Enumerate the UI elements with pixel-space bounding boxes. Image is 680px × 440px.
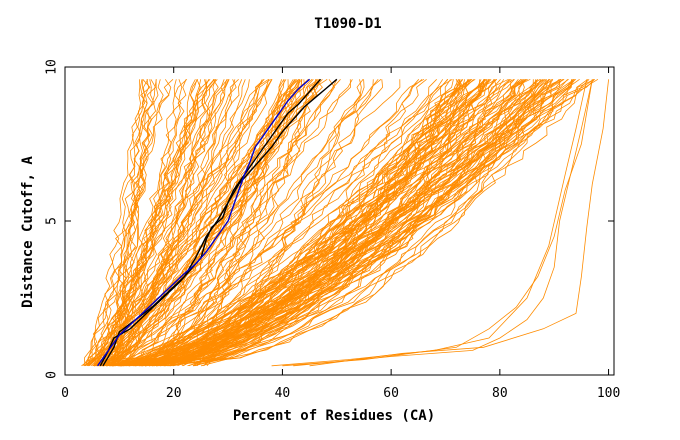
orange-model-curve bbox=[109, 79, 303, 367]
orange-model-curve bbox=[111, 78, 528, 367]
y-tick-label: 10 bbox=[45, 59, 60, 75]
orange-model-curve bbox=[114, 79, 374, 367]
chart-title: T1090-D1 bbox=[314, 16, 381, 32]
orange-model-curve bbox=[177, 79, 449, 367]
orange-model-curve bbox=[271, 79, 588, 367]
orange-model-curve bbox=[96, 79, 228, 367]
orange-model-curve bbox=[155, 79, 302, 367]
x-tick-label: 0 bbox=[61, 386, 69, 401]
orange-model-curve bbox=[194, 79, 451, 367]
orange-model-curve bbox=[116, 78, 271, 367]
orange-model-curve bbox=[103, 79, 534, 367]
plot-area bbox=[81, 78, 609, 367]
axes: 0 20 40 60 80 100 0 5 10 bbox=[45, 59, 621, 401]
orange-model-curve bbox=[128, 79, 511, 367]
orange-model-curve bbox=[282, 79, 593, 367]
x-axis-label: Percent of Residues (CA) bbox=[233, 408, 435, 424]
orange-model-curve bbox=[111, 78, 425, 367]
orange-model-curve bbox=[82, 79, 146, 367]
orange-model-curve bbox=[134, 79, 482, 367]
orange-model-curve bbox=[119, 79, 573, 367]
y-tick-label: 5 bbox=[45, 217, 60, 225]
orange-model-curve bbox=[163, 79, 576, 367]
x-tick-label: 100 bbox=[597, 386, 620, 401]
x-tick-label: 60 bbox=[383, 386, 399, 401]
orange-model-curve bbox=[149, 78, 561, 367]
orange-model-curve bbox=[293, 79, 593, 367]
orange-model-curve bbox=[92, 79, 272, 367]
orange-model-curve bbox=[121, 79, 309, 367]
orange-model-curve bbox=[134, 78, 541, 367]
orange-model-curve bbox=[99, 78, 269, 367]
orange-model-curve bbox=[127, 79, 497, 367]
orange-model-curve bbox=[114, 78, 453, 367]
orange-model-curve bbox=[141, 79, 489, 367]
orange-model-curve bbox=[196, 79, 510, 367]
y-tick-label: 0 bbox=[45, 371, 60, 379]
orange-model-curve bbox=[93, 79, 188, 367]
orange-model-curve bbox=[92, 79, 323, 367]
orange-model-curve bbox=[145, 78, 562, 367]
orange-model-curve bbox=[114, 79, 273, 367]
highlight-model-curve-3 bbox=[97, 78, 311, 367]
orange-model-curve bbox=[206, 79, 365, 367]
orange-model-curve bbox=[105, 78, 473, 367]
orange-model-curve bbox=[87, 79, 201, 367]
highlight-model-curve-1 bbox=[99, 78, 322, 367]
orange-model-curve bbox=[101, 79, 313, 367]
orange-model-curve bbox=[102, 78, 522, 367]
orange-model-curve bbox=[108, 79, 157, 366]
orange-model-curve bbox=[172, 79, 536, 367]
orange-model-curve bbox=[121, 78, 427, 367]
orange-model-curve bbox=[102, 79, 215, 366]
orange-model-curve bbox=[101, 79, 512, 367]
orange-model-curve bbox=[187, 78, 526, 367]
orange-model-curve bbox=[131, 79, 320, 367]
orange-model-curve bbox=[87, 79, 202, 367]
orange-model-curve bbox=[126, 79, 563, 367]
orange-model-curve bbox=[144, 79, 474, 367]
orange-model-curve bbox=[117, 78, 497, 367]
orange-model-curve bbox=[100, 79, 187, 367]
x-tick-label: 40 bbox=[275, 386, 291, 401]
orange-model-curve bbox=[169, 79, 420, 367]
orange-model-curve bbox=[96, 79, 265, 367]
orange-model-curve bbox=[90, 79, 164, 367]
orange-model-curve bbox=[87, 79, 230, 367]
highlight-model-curve-2 bbox=[102, 78, 338, 367]
orange-model-curve bbox=[151, 79, 364, 367]
orange-model-curve bbox=[139, 79, 481, 367]
orange-model-curve bbox=[115, 79, 298, 367]
orange-model-curve bbox=[109, 79, 590, 367]
orange-model-curve bbox=[93, 79, 300, 366]
orange-model-curve bbox=[112, 79, 572, 367]
orange-model-curve bbox=[195, 78, 321, 367]
x-tick-label: 80 bbox=[492, 386, 508, 401]
orange-model-curve bbox=[101, 79, 236, 367]
orange-model-curve bbox=[112, 79, 157, 367]
orange-model-curve bbox=[194, 78, 382, 367]
orange-model-curve bbox=[161, 79, 300, 366]
orange-model-curve bbox=[188, 78, 470, 367]
orange-model-curve bbox=[146, 79, 353, 366]
orange-model-curve bbox=[81, 79, 146, 367]
orange-model-curve bbox=[170, 79, 335, 367]
orange-model-curve bbox=[154, 79, 323, 367]
y-axis-label: Distance Cutoff, A bbox=[20, 156, 36, 308]
orange-model-curve bbox=[144, 79, 463, 367]
orange-model-curve bbox=[309, 79, 609, 367]
orange-model-curve bbox=[156, 79, 495, 367]
orange-model-curve bbox=[84, 79, 174, 366]
x-tick-label: 20 bbox=[166, 386, 182, 401]
orange-model-curve bbox=[201, 78, 564, 367]
orange-model-curve bbox=[94, 79, 151, 367]
orange-model-curve bbox=[141, 78, 553, 367]
